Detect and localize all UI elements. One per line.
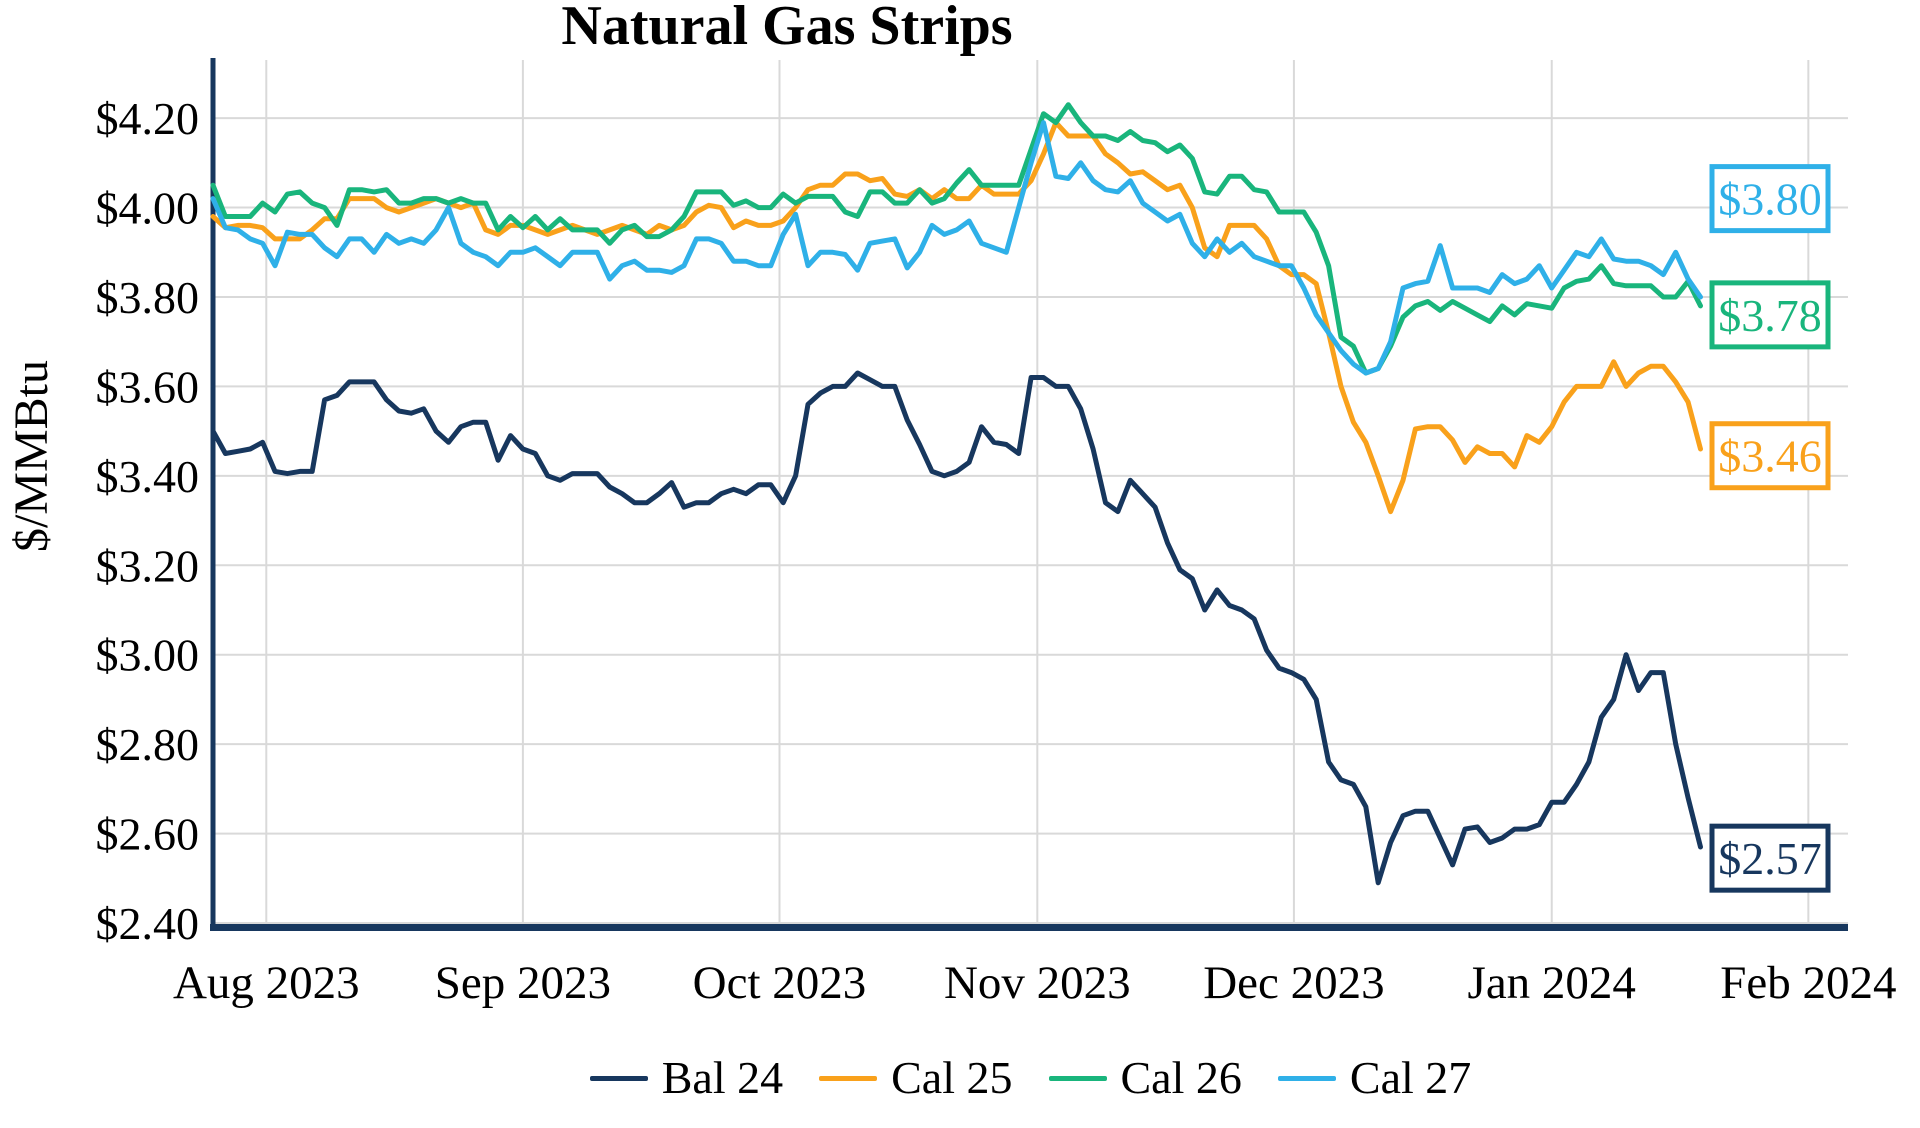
end-label-text: $2.57 xyxy=(1718,833,1822,884)
series-line-cal-26 xyxy=(210,102,1703,376)
end-label-cal-26: $3.78 xyxy=(1709,280,1831,350)
x-tick-label: Jan 2024 xyxy=(1468,957,1636,1009)
legend-item-cal-27: Cal 27 xyxy=(1277,1052,1472,1103)
legend-label: Cal 25 xyxy=(891,1052,1013,1103)
legend-swatch-bal-24 xyxy=(589,1075,648,1081)
end-label-cal-25: $3.46 xyxy=(1709,421,1831,491)
y-tick-label: $3.20 xyxy=(96,540,200,591)
x-tick-label: Feb 2024 xyxy=(1720,957,1896,1009)
x-tick-label: Aug 2023 xyxy=(173,957,360,1009)
end-label-text: $3.78 xyxy=(1718,290,1822,341)
end-label-text: $3.80 xyxy=(1718,174,1822,225)
series-line-bal-24 xyxy=(210,370,1703,886)
series-line-cal-25 xyxy=(210,120,1703,515)
y-tick-label: $2.60 xyxy=(96,809,200,860)
legend-swatch-cal-26 xyxy=(1048,1075,1107,1081)
legend-item-cal-26: Cal 26 xyxy=(1048,1052,1242,1103)
legend-label: Cal 27 xyxy=(1349,1052,1472,1103)
gridlines xyxy=(213,60,1848,924)
end-label-bal-24: $2.57 xyxy=(1709,823,1831,893)
series-line-cal-27 xyxy=(210,120,1703,376)
y-tick-label: $4.00 xyxy=(96,183,200,234)
legend-label: Bal 24 xyxy=(661,1052,784,1103)
legend-label: Cal 26 xyxy=(1120,1052,1242,1103)
legend-swatch-cal-25 xyxy=(819,1075,878,1081)
y-tick-label: $3.60 xyxy=(96,361,200,412)
y-tick-label: $2.40 xyxy=(96,898,200,949)
legend-swatch-cal-27 xyxy=(1277,1075,1336,1081)
y-tick-label: $2.80 xyxy=(96,719,200,770)
y-tick-label: $3.40 xyxy=(96,451,200,502)
legend: Bal 24 Cal 25 Cal 26 Cal 27 xyxy=(213,1048,1848,1108)
end-label-text: $3.46 xyxy=(1718,431,1822,482)
end-label-cal-27: $3.80 xyxy=(1709,164,1831,234)
x-tick-label: Sep 2023 xyxy=(435,957,611,1009)
x-tick-label: Oct 2023 xyxy=(693,957,867,1009)
end-label-box xyxy=(1709,280,1831,350)
end-label-box xyxy=(1709,421,1831,491)
legend-item-bal-24: Bal 24 xyxy=(589,1052,784,1103)
end-label-box xyxy=(1709,164,1831,234)
x-tick-label: Nov 2023 xyxy=(944,957,1131,1009)
y-tick-label: $3.00 xyxy=(96,630,200,681)
end-label-box xyxy=(1709,823,1831,893)
y-tick-label: $3.80 xyxy=(96,272,200,323)
x-tick-label: Dec 2023 xyxy=(1203,957,1384,1009)
y-tick-label: $4.20 xyxy=(96,93,200,144)
legend-item-cal-25: Cal 25 xyxy=(819,1052,1013,1103)
chart-title: Natural Gas Strips xyxy=(561,0,1013,57)
